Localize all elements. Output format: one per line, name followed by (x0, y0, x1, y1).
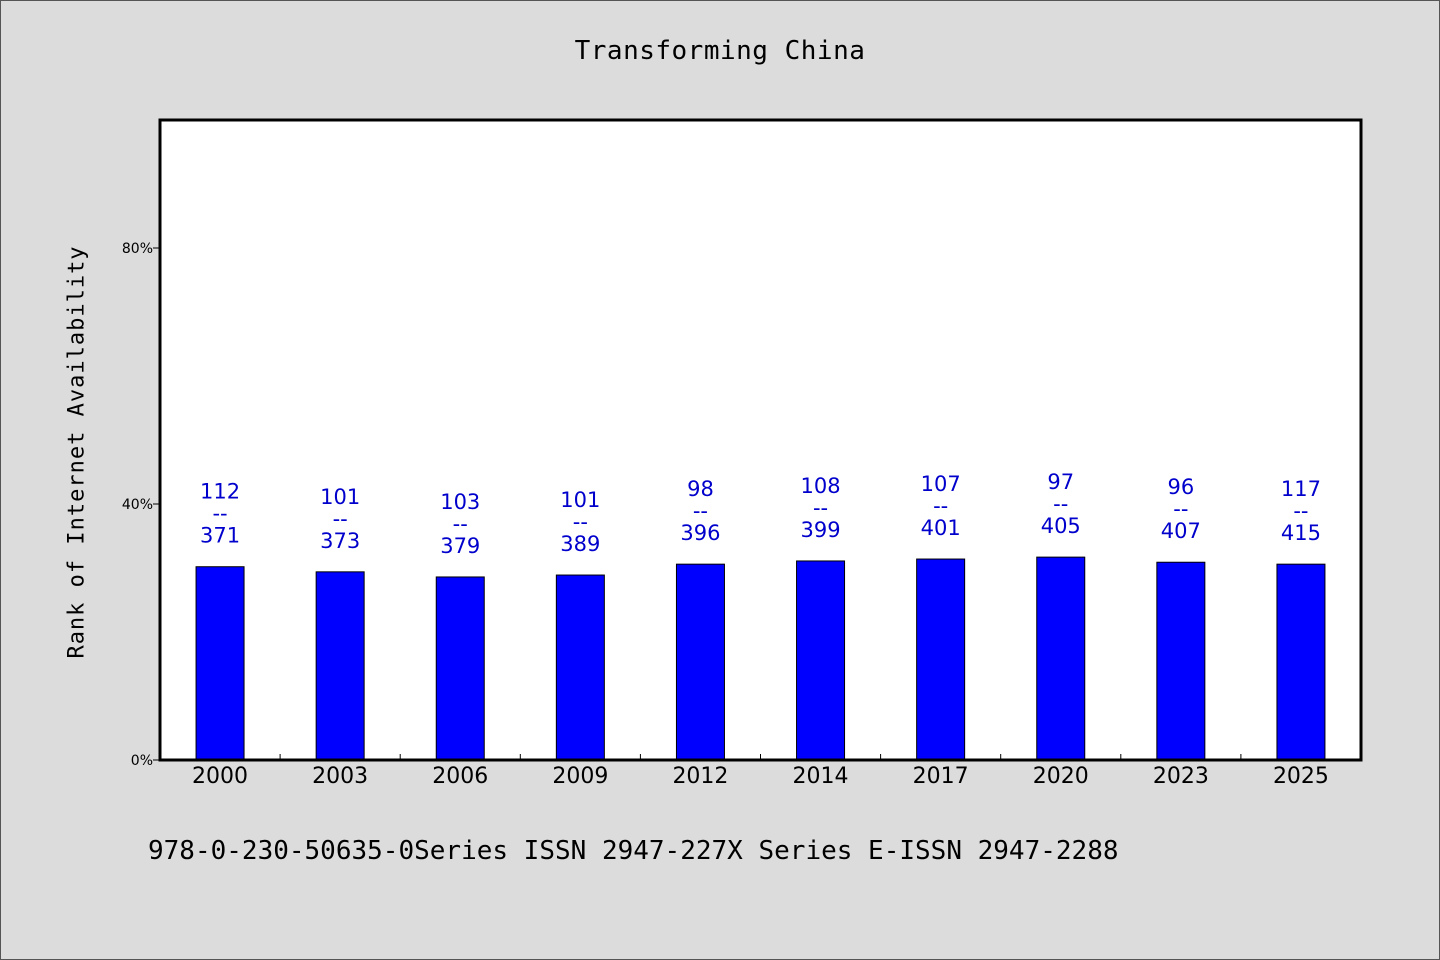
bar-2003 (315, 571, 365, 761)
bar-label-top: 108 (801, 474, 841, 498)
bar-2020 (1036, 556, 1086, 761)
bar-2014 (796, 560, 846, 761)
footer-isbn-issn: 978-0-230-50635-0Series ISSN 2947-227X S… (148, 836, 1119, 866)
bar-2000 (195, 566, 245, 761)
bar-label-top: 117 (1281, 477, 1321, 501)
x-tick-label: 2003 (312, 764, 368, 789)
bar-label-bottom: 371 (200, 524, 240, 548)
x-tick-label: 2006 (432, 764, 488, 789)
bar-label-bottom: 373 (320, 529, 360, 553)
bar-label-bottom: 396 (680, 521, 720, 545)
x-tick-label: 2020 (1033, 764, 1089, 789)
x-tick-label: 2014 (793, 764, 849, 789)
bar-label-bottom: 405 (1041, 514, 1081, 538)
bar-label-separator: -- (933, 494, 948, 518)
y-tick-label: 0% (131, 753, 153, 769)
bar-label-bottom: 401 (921, 516, 961, 540)
bar-label-top: 101 (320, 485, 360, 509)
bar-label-top: 112 (200, 480, 240, 504)
bar-label-bottom: 399 (801, 518, 841, 542)
bar-2023 (1156, 561, 1206, 761)
bar-label-top: 98 (687, 477, 714, 501)
x-tick-label: 2009 (552, 764, 608, 789)
bar-label-separator: -- (813, 496, 828, 520)
y-tick-label: 40% (122, 497, 153, 513)
bar-label-bottom: 407 (1161, 519, 1201, 543)
bar-label-top: 96 (1167, 475, 1194, 499)
chart-title: Transforming China (574, 36, 866, 66)
bar-label-separator: -- (212, 502, 227, 526)
bar-2025 (1276, 563, 1326, 761)
x-tick-label: 2025 (1273, 764, 1329, 789)
bar-label-separator: -- (573, 510, 588, 534)
bar-2006 (435, 576, 485, 761)
plot-border (158, 118, 1363, 762)
bar-label-separator: -- (693, 499, 708, 523)
bar-label-bottom: 389 (560, 532, 600, 556)
bar-label-bottom: 379 (440, 534, 480, 558)
bar-2009 (555, 574, 605, 761)
bar-label-separator: -- (1293, 499, 1308, 523)
bar-label-separator: -- (453, 512, 468, 536)
bar-label-top: 103 (440, 490, 480, 514)
bar-label-separator: -- (333, 507, 348, 531)
x-tick-label: 2023 (1153, 764, 1209, 789)
bar-label-separator: -- (1053, 492, 1068, 516)
bar-label-top: 107 (921, 472, 961, 496)
x-tick-label: 2012 (672, 764, 728, 789)
bar-label-top: 101 (560, 488, 600, 512)
y-tick-label: 80% (122, 241, 153, 257)
x-tick-label: 2017 (913, 764, 969, 789)
bar-label-separator: -- (1173, 497, 1188, 521)
bar-label-top: 97 (1047, 470, 1074, 494)
bar-2012 (675, 563, 725, 761)
bar-2017 (916, 558, 966, 761)
x-tick-label: 2000 (192, 764, 248, 789)
bar-label-bottom: 415 (1281, 521, 1321, 545)
